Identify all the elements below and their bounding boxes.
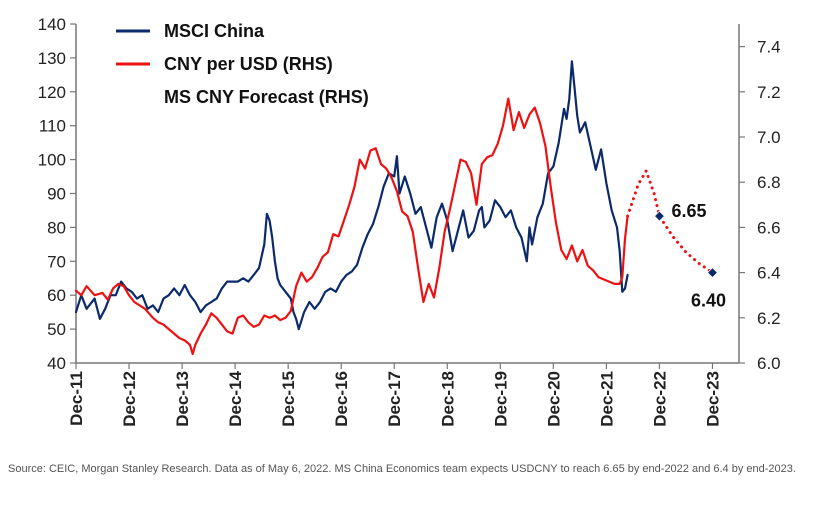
right-tick-label: 7.4 [757, 38, 781, 57]
right-tick-label: 6.0 [757, 354, 781, 373]
left-tick-label: 90 [47, 185, 66, 204]
cny-per-usd-rhs-line [74, 97, 629, 356]
legend-label: CNY per USD (RHS) [164, 54, 333, 74]
ms-cny-forecast-rhs-line [626, 169, 714, 275]
right-tick-label: 6.6 [757, 218, 781, 237]
left-tick-label: 130 [38, 49, 66, 68]
legend-label: MSCI China [164, 21, 265, 41]
chart: 40 50 60 70 80 90 100 110 120 130 140 6.0 6.2 6.4 6.6 6… [38, 15, 781, 427]
legend-label: MS CNY Forecast (RHS) [164, 87, 369, 107]
x-tick-label: Dec-19 [491, 371, 510, 427]
forecast-marker-label: 6.40 [691, 291, 726, 311]
left-tick-label: 140 [38, 15, 66, 34]
legend: MSCI China CNY per USD (RHS) MS CNY Foreca… [116, 21, 369, 107]
marker-group: 6.65 6.40 [653, 201, 726, 311]
x-tick-label: Dec-16 [332, 371, 351, 427]
x-tick-label: Dec-11 [67, 371, 86, 426]
left-tick-label: 70 [47, 252, 66, 271]
x-tick-label: Dec-21 [597, 371, 616, 427]
left-tick-label: 40 [47, 354, 66, 373]
x-tick-label: Dec-18 [438, 371, 457, 427]
left-tick-label: 100 [38, 151, 66, 170]
right-tick-label: 6.2 [757, 309, 781, 328]
x-tick-label: Dec-20 [544, 371, 563, 427]
left-tick-label: 110 [39, 117, 66, 136]
axes: 40 50 60 70 80 90 100 110 120 130 140 6.0 6.2 6.4 6.6 6… [38, 15, 781, 427]
x-tick-label: Dec-17 [385, 371, 404, 427]
x-tick-label: Dec-23 [703, 371, 722, 427]
right-tick-label: 7.0 [757, 128, 781, 147]
source-note: Source: CEIC, Morgan Stanley Research. D… [8, 463, 796, 475]
x-tick-label: Dec-22 [650, 371, 669, 427]
forecast-marker-label: 6.65 [671, 201, 706, 221]
left-tick-label: 120 [38, 83, 66, 102]
right-tick-label: 6.8 [757, 173, 781, 192]
right-tick-label: 7.2 [757, 83, 781, 102]
x-tick-label: Dec-15 [279, 371, 298, 427]
x-tick-label: Dec-13 [173, 371, 192, 427]
forecast-marker [706, 267, 718, 279]
x-tick-label: Dec-12 [120, 371, 139, 427]
left-tick-label: 80 [47, 218, 66, 237]
left-tick-label: 60 [47, 286, 66, 305]
right-tick-label: 6.4 [757, 264, 781, 283]
msci-china-line [74, 60, 629, 331]
x-tick-label: Dec-14 [226, 370, 245, 426]
left-tick-label: 50 [47, 320, 66, 339]
forecast-marker [653, 210, 665, 222]
